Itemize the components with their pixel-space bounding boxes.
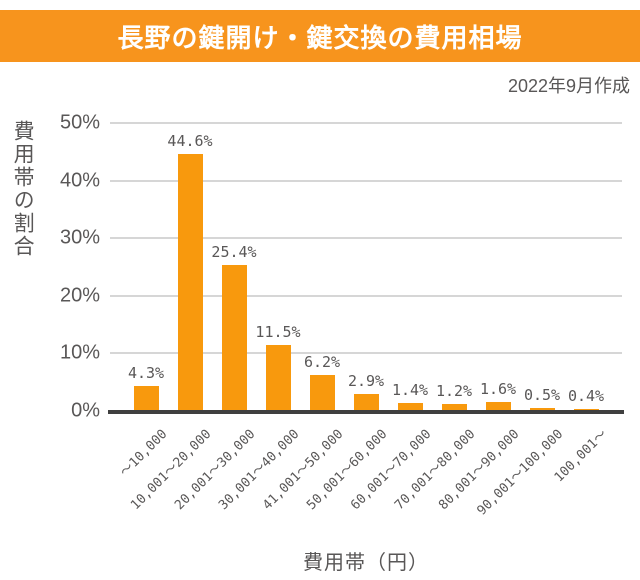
gridline	[110, 237, 622, 240]
x-axis-title: 費用帯（円）	[303, 552, 429, 574]
bar	[177, 154, 203, 411]
bar-value-label: 2.9%	[347, 372, 385, 390]
bar-value-label: 1.6%	[479, 380, 517, 398]
gridline	[110, 352, 622, 355]
bar	[353, 394, 379, 411]
y-axis-title: 費用帯の割合	[11, 120, 35, 258]
y-tick-label: 0%	[71, 399, 100, 422]
bar-value-label: 1.2%	[435, 382, 473, 400]
bar	[265, 345, 291, 411]
created-date-label: 2022年9月作成	[507, 76, 630, 96]
bar	[441, 404, 467, 411]
bar	[529, 408, 555, 411]
bar-value-label: 0.5%	[523, 386, 561, 404]
bar-value-label: 1.4%	[391, 381, 429, 399]
bar-value-label: 0.4%	[567, 387, 605, 405]
gridline	[110, 179, 622, 182]
bar	[485, 402, 511, 411]
bar	[309, 375, 335, 411]
x-axis-line	[108, 410, 624, 414]
gridline	[110, 122, 622, 124]
bar-value-label: 11.5%	[255, 323, 301, 341]
bar-value-label: 25.4%	[211, 243, 257, 261]
chart-title-banner: 長野の鍵開け・鍵交換の費用相場	[0, 10, 640, 62]
bar-value-label: 4.3%	[127, 364, 165, 382]
y-tick-label: 50%	[59, 111, 100, 134]
y-tick-label: 40%	[59, 169, 100, 192]
gridline	[110, 294, 622, 297]
chart-title: 長野の鍵開け・鍵交換の費用相場	[117, 22, 523, 53]
y-tick-label: 30%	[59, 226, 100, 249]
bar	[133, 386, 159, 411]
bar-value-label: 6.2%	[303, 353, 341, 371]
bar	[221, 265, 247, 411]
y-tick-label: 20%	[59, 284, 100, 307]
bar	[397, 403, 423, 411]
y-tick-label: 10%	[59, 341, 100, 364]
bar-value-label: 44.6%	[167, 132, 213, 150]
